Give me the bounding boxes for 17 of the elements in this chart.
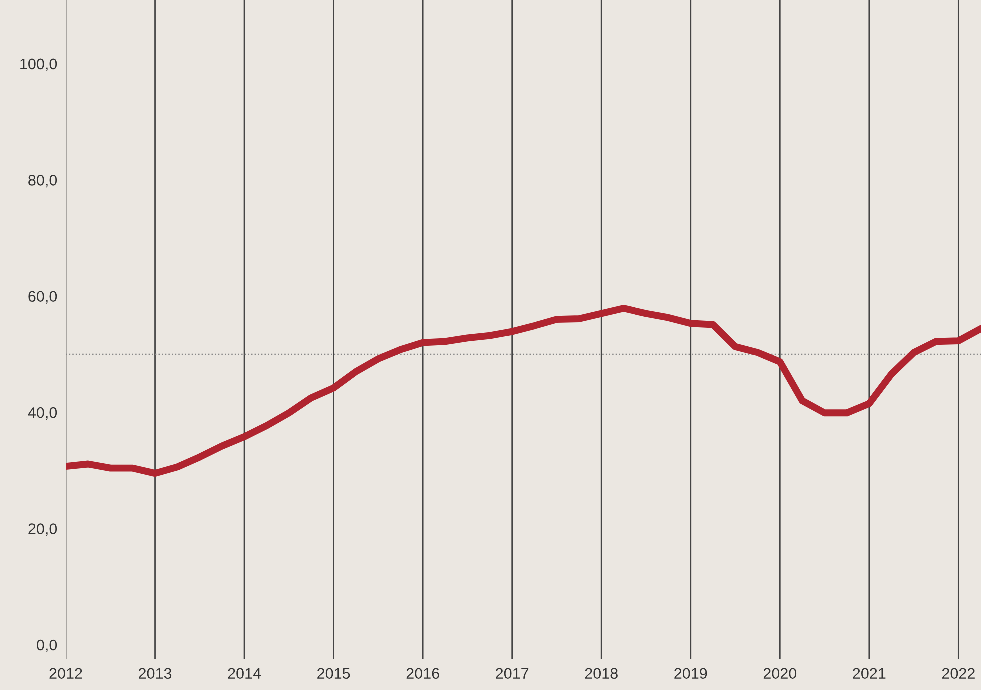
x-tick-label: 2015 — [318, 668, 350, 680]
y-tick-label: 20,0 — [28, 524, 58, 536]
x-tick-label: 2020 — [764, 668, 797, 680]
x-tick-label: 2014 — [228, 668, 262, 680]
x-tick-label: 2012 — [50, 668, 82, 680]
y-tick-label: 100,0 — [20, 58, 58, 72]
y-tick-label: 0,0 — [37, 640, 58, 652]
x-tick-label: 2016 — [406, 668, 440, 680]
y-tick-label: 80,0 — [28, 174, 58, 188]
x-tick-label: 2017 — [496, 668, 529, 680]
x-tick-label: 2018 — [585, 668, 618, 680]
x-tick-label: 2021 — [853, 668, 886, 680]
x-tick-label: 2013 — [139, 668, 172, 680]
y-tick-label: 40,0 — [28, 407, 58, 420]
x-tick-label: 2019 — [674, 668, 708, 680]
y-tick-label: 60,0 — [28, 291, 58, 304]
x-tick-label: 2022 — [942, 668, 975, 680]
